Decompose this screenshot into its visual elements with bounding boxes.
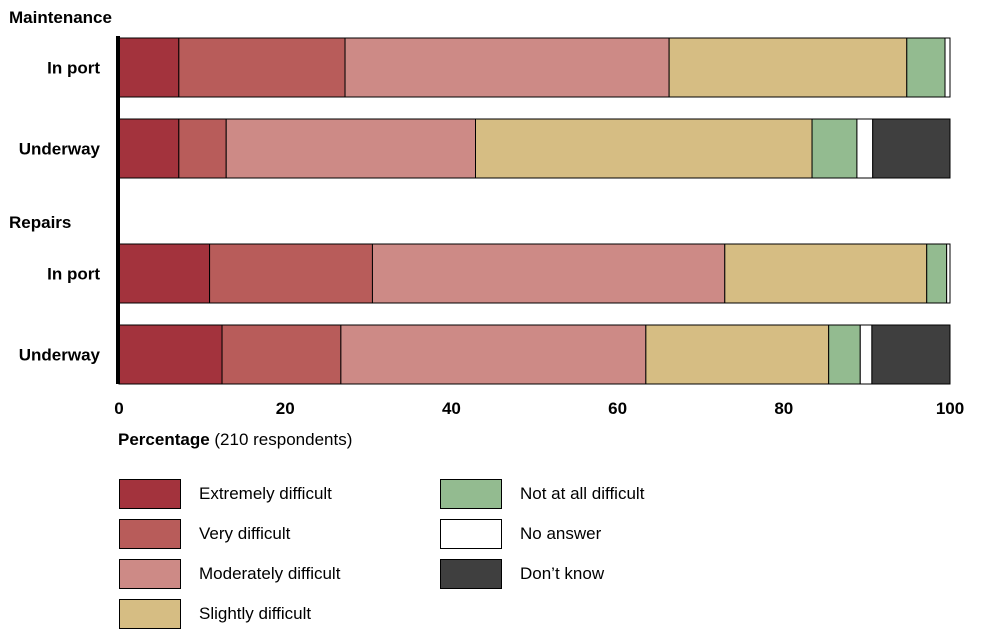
bar-segment [118, 118, 180, 179]
x-tick-label: 0 [114, 399, 123, 418]
bar-segment [118, 243, 211, 304]
bar-segment [856, 118, 874, 179]
x-axis-title: Percentage (210 respondents) [118, 430, 352, 450]
category-label: Underway [19, 346, 101, 365]
category-label: In port [47, 265, 100, 284]
x-axis-title-bold: Percentage [118, 430, 210, 449]
category-label: Underway [19, 140, 101, 159]
bar-segment [645, 324, 830, 385]
x-axis-title-rest: (210 respondents) [209, 430, 353, 449]
x-tick-label: 80 [774, 399, 793, 418]
bar-segment [724, 243, 928, 304]
bar-segment [178, 118, 227, 179]
bar-segment [178, 37, 346, 98]
bar-segment [118, 324, 223, 385]
bar-segment [340, 324, 647, 385]
bar-segment [859, 324, 873, 385]
bar-segment [225, 118, 476, 179]
category-label: In port [47, 59, 100, 78]
y-axis-line [116, 36, 120, 384]
group-title: Repairs [9, 213, 71, 232]
x-tick-label: 60 [608, 399, 627, 418]
bar-segment [871, 324, 951, 385]
bar-segment [221, 324, 342, 385]
x-tick-label: 40 [442, 399, 461, 418]
bar-segment [872, 118, 951, 179]
bar-segment [371, 243, 726, 304]
x-tick-label: 20 [276, 399, 295, 418]
bar-segment [209, 243, 373, 304]
bar-segment [906, 37, 946, 98]
bar-segment [944, 37, 951, 98]
bar-segment [474, 118, 813, 179]
bar-segment [344, 37, 670, 98]
bar-segment [811, 118, 858, 179]
bar-segment [946, 243, 951, 304]
bar-segment [668, 37, 908, 98]
x-tick-label: 100 [936, 399, 964, 418]
group-title: Maintenance [9, 8, 112, 27]
bar-segment [118, 37, 180, 98]
bar-segment [828, 324, 861, 385]
bar-segment [926, 243, 948, 304]
